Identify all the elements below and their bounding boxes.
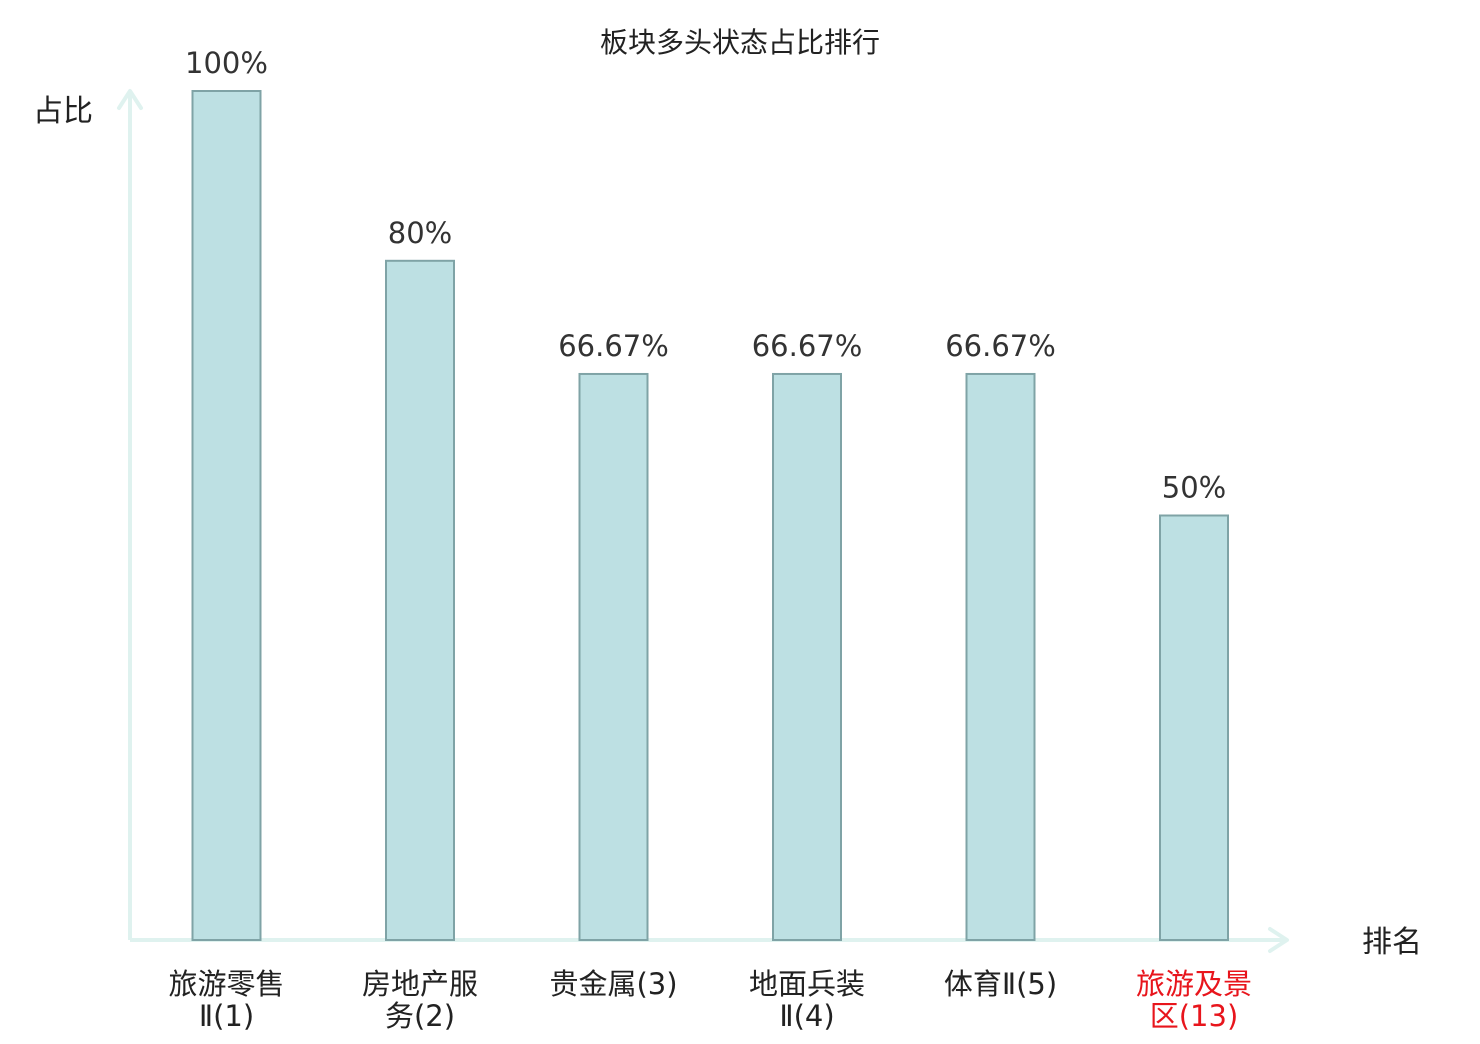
x-tick-label: 旅游零售 Ⅱ(1): [168, 967, 284, 1033]
data-label: 66.67%: [752, 329, 863, 363]
x-tick-label-line: 贵金属(3): [549, 967, 677, 1001]
x-tick-label: 体育Ⅱ(5): [944, 967, 1057, 1001]
bar: [191, 90, 262, 941]
x-tick-label-line: Ⅱ(1): [199, 999, 254, 1033]
data-label: 100%: [185, 46, 268, 80]
bar: [965, 372, 1036, 942]
x-tick-label-line: 旅游零售: [168, 967, 284, 1001]
y-axis-arrow: [117, 89, 143, 110]
x-tick-label-line: 旅游及景: [1136, 967, 1252, 1001]
x-tick-label: 房地产服务(2): [362, 967, 478, 1033]
bar: [1159, 514, 1229, 941]
x-axis-arrow: [1268, 927, 1289, 953]
x-axis-label: 排名: [1362, 925, 1422, 960]
x-tick-label-line: Ⅱ(4): [779, 999, 834, 1033]
y-axis-label: 占比: [33, 94, 93, 129]
chart-title: 板块多头状态占比排行: [600, 26, 880, 59]
x-tick-label: 地面兵装 Ⅱ(4): [749, 967, 865, 1033]
data-label: 50%: [1162, 471, 1226, 505]
data-label: 66.67%: [945, 329, 1056, 363]
bar: [385, 259, 455, 941]
x-tick-label-line: 区(13): [1150, 999, 1239, 1033]
data-label: 66.67%: [558, 329, 669, 363]
bar: [772, 372, 842, 942]
bars-group: [191, 90, 1229, 942]
x-tick-label-line: 房地产服: [362, 967, 478, 1001]
value-labels-group: 100% 80% 66.67% 66.67% 66.67% 50%: [185, 46, 1226, 505]
axes: [117, 89, 1289, 953]
x-tick-label-line: 体育Ⅱ(5): [944, 967, 1057, 1001]
x-tick-label-line: 务(2): [385, 999, 455, 1033]
x-tick-label: 贵金属(3): [549, 967, 677, 1001]
x-tick-label-line: 地面兵装: [749, 967, 865, 1001]
bar: [578, 372, 649, 942]
data-label: 80%: [388, 216, 452, 250]
x-tick-label: 旅游及景区(13): [1136, 967, 1252, 1033]
category-labels-group: 旅游零售 Ⅱ(1) 房地产服务(2) 贵金属(3) 地面兵装 Ⅱ(4) 体育Ⅱ(5) 旅游及景…: [168, 967, 1252, 1033]
